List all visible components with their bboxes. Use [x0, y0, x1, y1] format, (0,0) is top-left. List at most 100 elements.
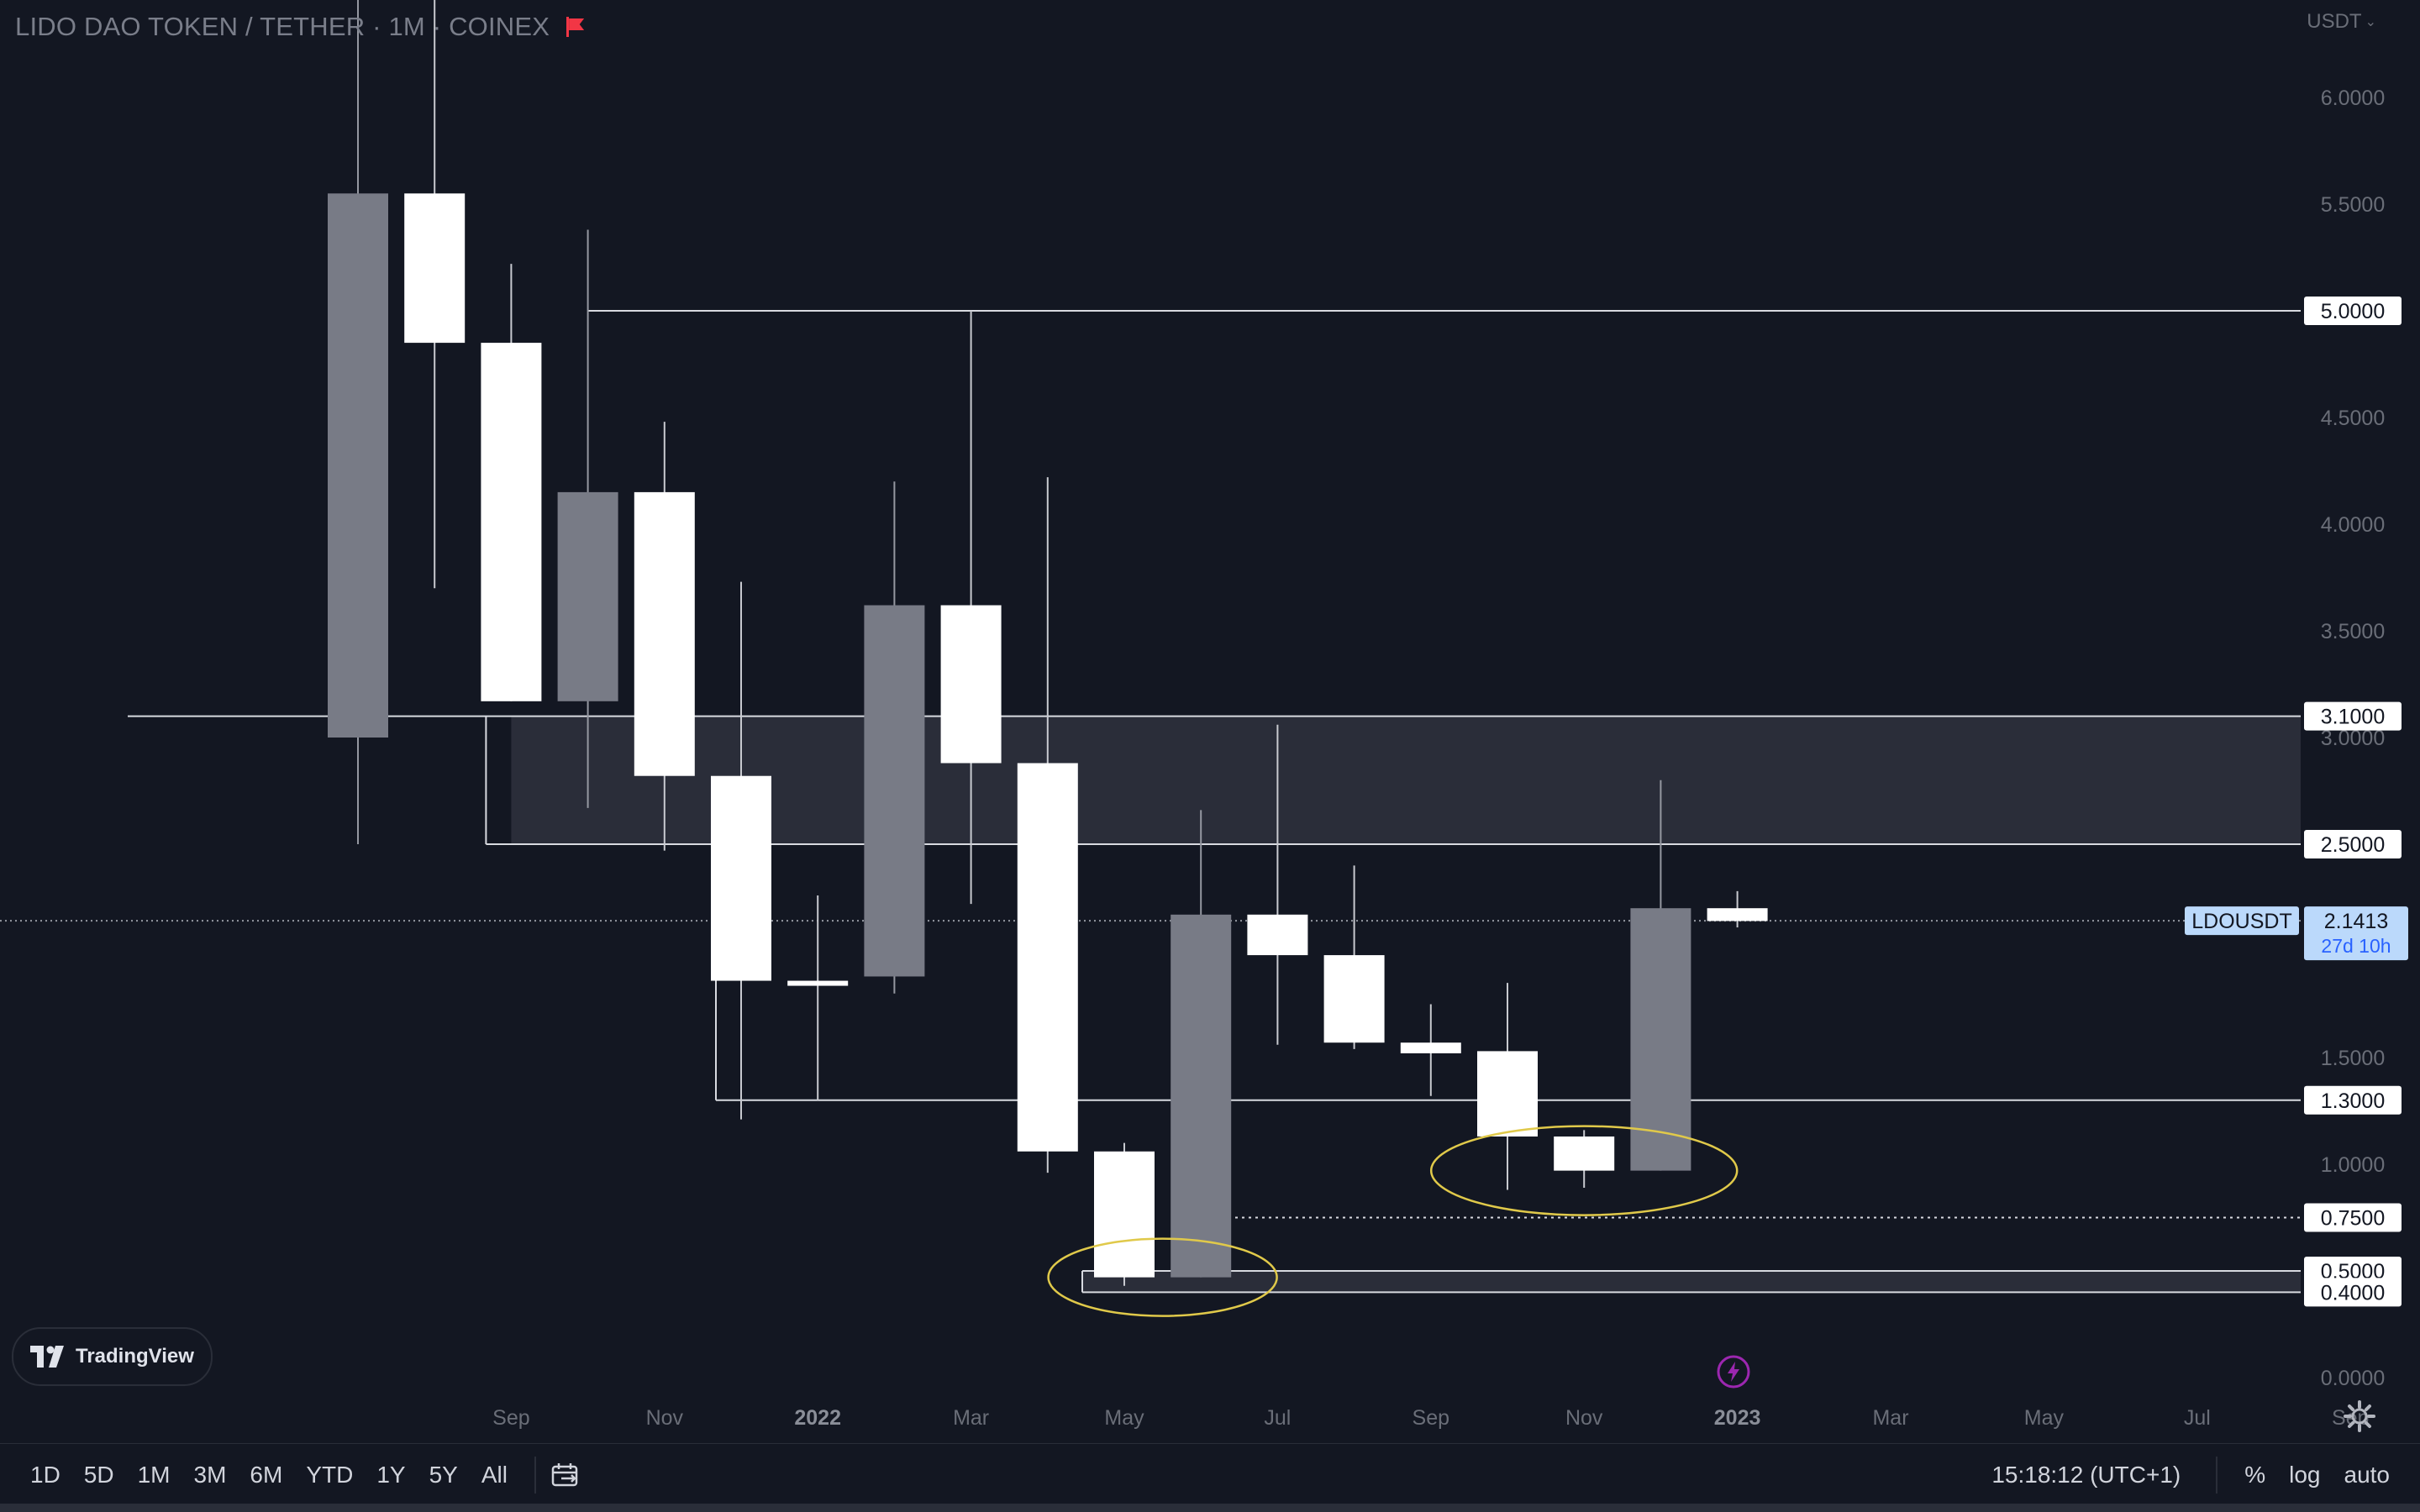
- tradingview-logo-icon: [30, 1346, 64, 1368]
- lightning-icon[interactable]: [1716, 1354, 1751, 1389]
- x-tick-label: Nov: [646, 1406, 684, 1430]
- y-tick-label: 0.0000: [2321, 1367, 2385, 1390]
- last-price-box: [2304, 906, 2408, 961]
- level-label: 0.7500: [2321, 1207, 2385, 1231]
- range-1d-button[interactable]: 1D: [30, 1462, 60, 1488]
- last-price-value: 2.1413: [2324, 910, 2388, 933]
- range-6m-button[interactable]: 6M: [250, 1462, 283, 1488]
- candle-body: [787, 980, 849, 986]
- level-label: 3.1000: [2321, 706, 2385, 729]
- level-label-box: [2304, 1203, 2402, 1232]
- zone-rect: [1082, 1271, 2301, 1293]
- candle-body: [481, 343, 542, 701]
- level-label-box: [2304, 1278, 2402, 1307]
- candle-body: [328, 193, 388, 738]
- toolbar-divider: [2216, 1457, 2218, 1494]
- candle[interactable]: [940, 311, 1002, 905]
- y-tick-label: 5.5000: [2321, 193, 2385, 217]
- candle-body: [940, 605, 1002, 764]
- candle-body: [1247, 914, 1308, 956]
- candle[interactable]: [1094, 1142, 1155, 1286]
- candle-body: [1400, 1042, 1461, 1053]
- y-tick-label: 3.5000: [2321, 620, 2385, 643]
- percent-scale-button[interactable]: %: [2244, 1462, 2266, 1488]
- candle[interactable]: [1247, 724, 1308, 1045]
- gear-icon[interactable]: [2343, 1399, 2376, 1433]
- symbol-label: LDOUSDT: [2191, 910, 2291, 933]
- range-1m-button[interactable]: 1M: [137, 1462, 171, 1488]
- level-label: 5.0000: [2321, 300, 2385, 323]
- x-tick-label: Sep: [492, 1406, 529, 1430]
- range-5d-button[interactable]: 5D: [83, 1462, 114, 1488]
- candle-body: [1477, 1051, 1538, 1137]
- symbol-title[interactable]: LIDO DAO TOKEN / TETHER · 1M · COINEX: [15, 12, 550, 41]
- candle-body: [864, 605, 925, 977]
- range-1y-button[interactable]: 1Y: [376, 1462, 406, 1488]
- candle-body: [404, 193, 466, 344]
- level-label: 0.4000: [2321, 1281, 2385, 1305]
- candle-body: [1094, 1151, 1155, 1278]
- x-tick-label: Jul: [1264, 1406, 1291, 1430]
- x-tick-label: Jul: [2184, 1406, 2211, 1430]
- candle-body: [1707, 908, 1768, 921]
- candle[interactable]: [328, 0, 388, 844]
- candle-body: [1630, 908, 1691, 1171]
- bottom-scroll-strip: [0, 1504, 2420, 1512]
- symbol-header: LIDO DAO TOKEN / TETHER · 1M · COINEX: [15, 10, 585, 44]
- right-tools: 15:18:12 (UTC+1) % log auto: [1991, 1457, 2420, 1494]
- range-all-button[interactable]: All: [481, 1462, 508, 1488]
- candle[interactable]: [1400, 1004, 1461, 1096]
- clock-readout[interactable]: 15:18:12 (UTC+1): [1991, 1462, 2181, 1488]
- candle[interactable]: [404, 0, 466, 589]
- symbol-label-box: [2185, 906, 2299, 936]
- candle-body: [1017, 763, 1078, 1152]
- range-5y-button[interactable]: 5Y: [429, 1462, 458, 1488]
- x-tick-label: May: [2024, 1406, 2065, 1430]
- currency-selector[interactable]: USDT ⌄: [2307, 10, 2376, 34]
- price-chart[interactable]: 6.0000 5.5000 4.5000 4.0000 3.5000 3.0000 1.50…: [0, 0, 2420, 1443]
- x-tick-label: 2022: [794, 1406, 841, 1430]
- candle[interactable]: [787, 895, 849, 1100]
- candle[interactable]: [557, 229, 618, 808]
- y-tick-label: 4.5000: [2321, 407, 2385, 430]
- level-label-box: [2304, 297, 2402, 325]
- toolbar-divider: [534, 1457, 536, 1494]
- candle-body: [634, 491, 695, 776]
- calendar-range-icon[interactable]: [551, 1462, 580, 1488]
- candle[interactable]: [1554, 1130, 1615, 1188]
- candle[interactable]: [1707, 890, 1768, 928]
- y-tick-label: 3.0000: [2321, 727, 2385, 750]
- x-tick-label: May: [1104, 1406, 1144, 1430]
- candle[interactable]: [1630, 780, 1691, 1171]
- y-tick-label: 4.0000: [2321, 513, 2385, 537]
- candle[interactable]: [1477, 983, 1538, 1190]
- candle[interactable]: [481, 264, 542, 701]
- highlight-ellipse: [1047, 1237, 1278, 1317]
- x-tick-label: 2023: [1714, 1406, 1761, 1430]
- y-tick-label: 6.0000: [2321, 87, 2385, 110]
- candle-body: [1323, 955, 1385, 1043]
- range-3m-button[interactable]: 3M: [193, 1462, 227, 1488]
- candle[interactable]: [634, 422, 695, 851]
- range-ytd-button[interactable]: YTD: [306, 1462, 354, 1488]
- candle-body: [711, 775, 771, 981]
- candle[interactable]: [864, 481, 925, 994]
- level-label-box: [2304, 701, 2402, 731]
- tradingview-logo-text: TradingView: [76, 1345, 194, 1368]
- x-tick-label: Mar: [953, 1406, 989, 1430]
- chevron-down-icon: ⌄: [2365, 15, 2376, 29]
- tradingview-logo[interactable]: TradingView: [12, 1327, 213, 1386]
- level-label: 2.5000: [2321, 833, 2385, 857]
- candle[interactable]: [1323, 865, 1385, 1049]
- log-scale-button[interactable]: log: [2289, 1462, 2321, 1488]
- x-tick-label: Mar: [1872, 1406, 1908, 1430]
- bottom-toolbar: 1D 5D 1M 3M 6M YTD 1Y 5Y All 15:18:12 (U…: [0, 1443, 2420, 1506]
- auto-scale-button[interactable]: auto: [2344, 1462, 2391, 1488]
- y-tick-label: 1.0000: [2321, 1153, 2385, 1177]
- flag-icon[interactable]: [566, 17, 585, 37]
- candle[interactable]: [1171, 810, 1232, 1278]
- candle[interactable]: [711, 581, 771, 1120]
- candle[interactable]: [1017, 477, 1078, 1173]
- candle-body: [1554, 1136, 1615, 1171]
- countdown-label: 27d 10h: [2321, 935, 2391, 957]
